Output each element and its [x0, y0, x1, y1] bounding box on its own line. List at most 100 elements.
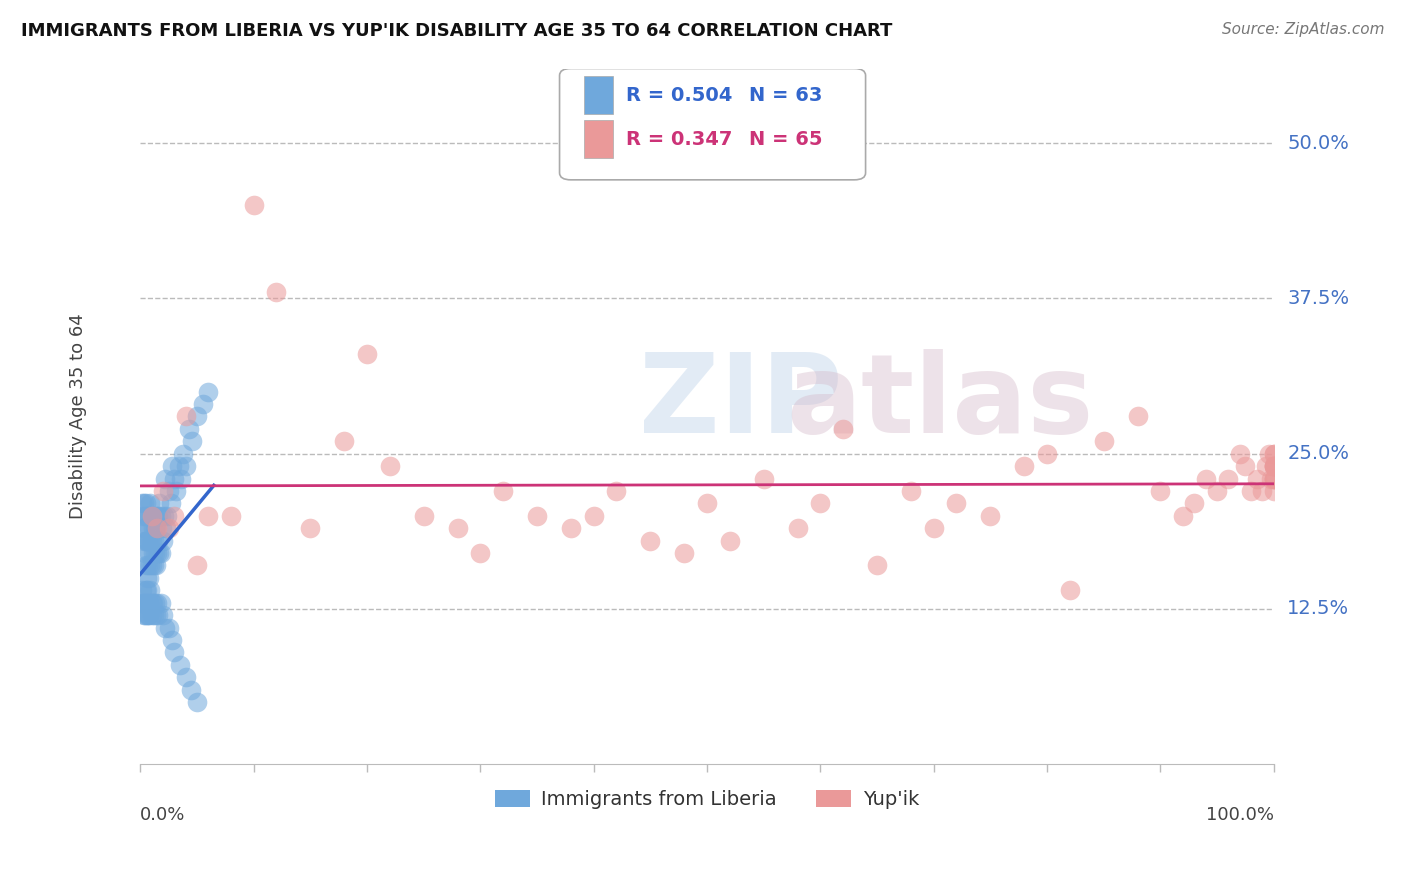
- Point: [1263, 447, 1285, 461]
- Point: [152, 533, 174, 548]
- Text: 37.5%: 37.5%: [1288, 289, 1350, 308]
- Point: [1263, 471, 1285, 485]
- Point: [1251, 483, 1274, 498]
- Point: [605, 483, 627, 498]
- Point: [160, 633, 183, 648]
- Point: [186, 558, 208, 573]
- Point: [139, 558, 162, 573]
- Point: [141, 508, 163, 523]
- FancyBboxPatch shape: [585, 120, 613, 158]
- Point: [146, 546, 169, 560]
- Point: [134, 596, 156, 610]
- FancyBboxPatch shape: [560, 69, 866, 180]
- Text: 12.5%: 12.5%: [1288, 599, 1350, 618]
- Point: [152, 608, 174, 623]
- Legend: Immigrants from Liberia, Yup'ik: Immigrants from Liberia, Yup'ik: [486, 782, 927, 817]
- Point: [1126, 409, 1149, 424]
- Point: [136, 583, 159, 598]
- Point: [1092, 434, 1115, 449]
- Point: [146, 596, 169, 610]
- Point: [197, 508, 219, 523]
- Point: [149, 596, 172, 610]
- Point: [470, 546, 492, 560]
- Point: [153, 621, 176, 635]
- Point: [1234, 459, 1257, 474]
- Point: [134, 546, 156, 560]
- Text: R = 0.504: R = 0.504: [627, 86, 733, 104]
- Text: 0.0%: 0.0%: [141, 806, 186, 824]
- Point: [134, 608, 156, 623]
- Point: [1246, 471, 1268, 485]
- Point: [131, 596, 153, 610]
- Point: [132, 496, 155, 510]
- Point: [165, 483, 187, 498]
- Point: [163, 471, 186, 485]
- Point: [752, 471, 775, 485]
- Point: [135, 583, 157, 598]
- Point: [132, 533, 155, 548]
- Point: [156, 508, 179, 523]
- Point: [136, 608, 159, 623]
- Point: [1149, 483, 1171, 498]
- Text: atlas: atlas: [786, 349, 1094, 456]
- Point: [145, 558, 167, 573]
- Point: [673, 546, 696, 560]
- Point: [142, 546, 165, 560]
- Point: [148, 533, 170, 548]
- Point: [146, 508, 169, 523]
- Point: [1263, 483, 1285, 498]
- Point: [1263, 459, 1285, 474]
- Point: [157, 483, 180, 498]
- Point: [786, 521, 808, 535]
- Text: Source: ZipAtlas.com: Source: ZipAtlas.com: [1222, 22, 1385, 37]
- Point: [177, 422, 200, 436]
- Point: [979, 508, 1001, 523]
- Text: 50.0%: 50.0%: [1288, 134, 1350, 153]
- Point: [139, 583, 162, 598]
- Point: [169, 657, 191, 672]
- Point: [1263, 447, 1285, 461]
- Point: [142, 533, 165, 548]
- Point: [132, 596, 155, 610]
- Point: [135, 496, 157, 510]
- Point: [149, 546, 172, 560]
- Point: [142, 608, 165, 623]
- Point: [153, 508, 176, 523]
- Point: [1263, 471, 1285, 485]
- Point: [136, 596, 159, 610]
- Point: [242, 198, 264, 212]
- Point: [143, 596, 166, 610]
- Point: [143, 546, 166, 560]
- Point: [1059, 583, 1081, 598]
- Point: [174, 409, 197, 424]
- Point: [1171, 508, 1194, 523]
- Point: [132, 608, 155, 623]
- Point: [141, 533, 163, 548]
- Point: [163, 645, 186, 659]
- Point: [142, 508, 165, 523]
- Point: [1218, 471, 1240, 485]
- Text: IMMIGRANTS FROM LIBERIA VS YUP'IK DISABILITY AGE 35 TO 64 CORRELATION CHART: IMMIGRANTS FROM LIBERIA VS YUP'IK DISABI…: [21, 22, 893, 40]
- Point: [808, 496, 831, 510]
- Point: [142, 596, 165, 610]
- Point: [378, 459, 401, 474]
- Point: [136, 558, 159, 573]
- Point: [180, 682, 202, 697]
- Point: [1263, 459, 1285, 474]
- Point: [138, 571, 160, 585]
- Point: [1254, 459, 1277, 474]
- Point: [1263, 459, 1285, 474]
- Point: [170, 471, 193, 485]
- Text: Disability Age 35 to 64: Disability Age 35 to 64: [69, 313, 87, 519]
- Point: [131, 508, 153, 523]
- Point: [141, 508, 163, 523]
- Point: [131, 496, 153, 510]
- Point: [1263, 459, 1285, 474]
- Point: [1036, 447, 1059, 461]
- Point: [141, 558, 163, 573]
- Point: [219, 508, 242, 523]
- Point: [136, 508, 159, 523]
- Point: [136, 571, 159, 585]
- Point: [142, 558, 165, 573]
- Point: [136, 608, 159, 623]
